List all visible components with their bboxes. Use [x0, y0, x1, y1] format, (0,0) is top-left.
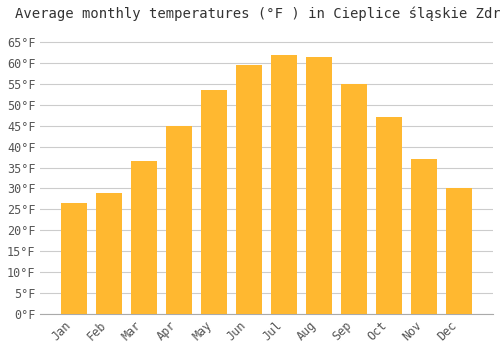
Bar [61, 203, 87, 314]
Bar [341, 84, 367, 314]
Bar [446, 188, 472, 314]
Bar [131, 161, 157, 314]
Bar [166, 126, 192, 314]
Bar [236, 65, 262, 314]
Title: Average monthly temperatures (°F ) in Cieplice śląskie Zdrój: Average monthly temperatures (°F ) in Ci… [16, 7, 500, 21]
Bar [376, 117, 402, 314]
Bar [96, 193, 122, 314]
Bar [271, 55, 297, 314]
Bar [411, 159, 438, 314]
Bar [306, 57, 332, 314]
Bar [201, 90, 228, 314]
